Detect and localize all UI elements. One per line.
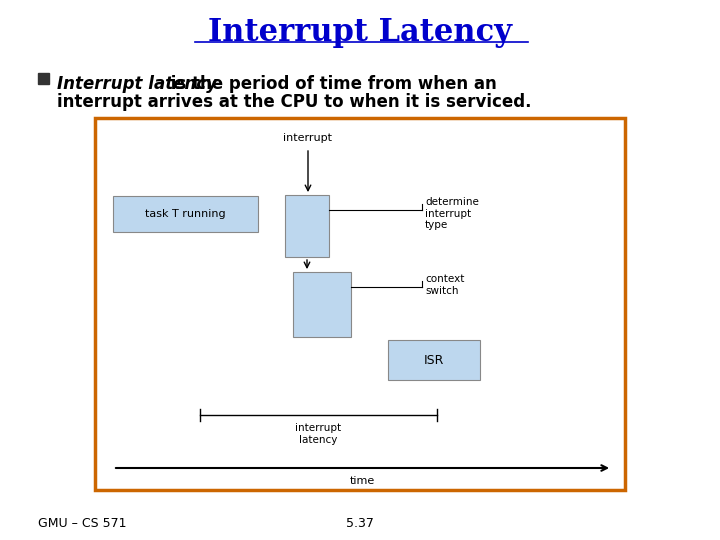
Bar (113, 196, 258, 232)
Text: 5.37: 5.37 (346, 517, 374, 530)
Text: interrupt
latency: interrupt latency (295, 423, 341, 444)
Bar (38, 73, 49, 84)
Text: GMU – CS 571: GMU – CS 571 (38, 517, 127, 530)
Bar (95, 118, 625, 490)
Text: context
switch: context switch (425, 274, 464, 295)
Bar (388, 340, 480, 380)
Text: ISR: ISR (424, 354, 444, 367)
Bar (285, 195, 329, 257)
Text: determine
interrupt
type: determine interrupt type (425, 197, 479, 230)
Text: is the period of time from when an: is the period of time from when an (165, 75, 497, 93)
Text: time: time (350, 476, 375, 486)
Bar (293, 272, 351, 337)
Text: task T running: task T running (145, 209, 226, 219)
Text: interrupt: interrupt (284, 133, 333, 143)
Text: interrupt arrives at the CPU to when it is serviced.: interrupt arrives at the CPU to when it … (57, 93, 531, 111)
Text: Interrupt latency: Interrupt latency (57, 75, 217, 93)
Text: Interrupt Latency: Interrupt Latency (208, 17, 512, 48)
